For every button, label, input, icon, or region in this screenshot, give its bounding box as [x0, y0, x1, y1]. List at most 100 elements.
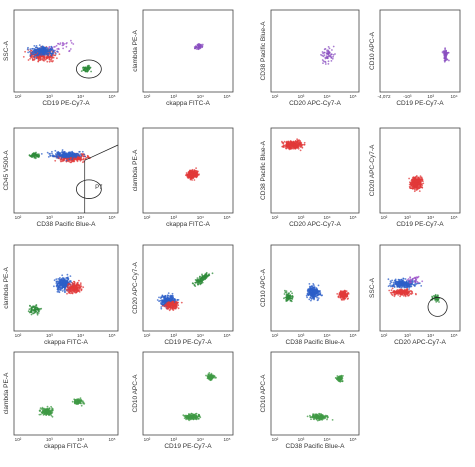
data-point	[325, 53, 328, 55]
data-point	[33, 45, 36, 47]
data-point	[301, 146, 304, 149]
data-point	[287, 295, 290, 298]
data-point	[299, 149, 302, 152]
x-tick-label: -4,072	[377, 94, 390, 99]
data-point	[392, 283, 395, 286]
data-point	[317, 297, 320, 299]
data-point	[322, 52, 324, 55]
y-axis-label: clambda PE-A	[132, 30, 139, 72]
data-point	[72, 284, 75, 287]
data-point	[303, 141, 306, 144]
data-point	[447, 51, 450, 54]
data-point	[59, 277, 61, 279]
data-point	[323, 51, 326, 54]
data-point	[75, 398, 77, 401]
data-point	[35, 54, 38, 56]
data-point	[73, 287, 75, 290]
data-point	[324, 57, 327, 60]
data-point	[169, 303, 172, 306]
data-point	[42, 411, 45, 414]
data-point	[203, 274, 206, 277]
data-point	[72, 290, 75, 292]
data-point	[405, 289, 408, 291]
x-tick-label: 10²	[381, 215, 388, 220]
x-tick-label: 10⁵	[223, 215, 230, 220]
data-point	[297, 143, 300, 145]
data-point	[199, 416, 202, 419]
data-point	[50, 405, 52, 408]
data-point	[419, 175, 422, 178]
data-point	[56, 290, 59, 293]
data-point	[419, 185, 422, 188]
data-point	[347, 292, 350, 294]
data-point	[205, 272, 208, 275]
data-point	[388, 289, 391, 292]
data-point	[420, 285, 423, 287]
data-point	[55, 278, 58, 281]
data-point	[195, 281, 198, 284]
x-tick-label: 10⁵	[108, 215, 115, 220]
data-point	[406, 279, 409, 281]
x-tick-label: 10³	[46, 333, 53, 338]
data-point	[390, 289, 393, 292]
data-point	[57, 281, 60, 284]
x-tick-label: 10²	[144, 215, 151, 220]
data-point	[82, 66, 85, 69]
data-point	[68, 282, 70, 285]
data-point	[296, 138, 298, 141]
data-point	[80, 154, 83, 157]
data-point	[194, 45, 197, 48]
data-point	[396, 282, 399, 285]
data-point	[191, 168, 194, 171]
data-point	[53, 279, 56, 282]
data-point	[45, 48, 48, 51]
y-axis-label: CD45 V500-A	[3, 150, 10, 191]
data-point	[76, 154, 79, 157]
data-point	[50, 54, 53, 57]
data-point	[177, 299, 180, 301]
data-point	[434, 299, 437, 302]
x-tick-label: 10⁵	[450, 215, 457, 220]
data-point	[317, 298, 319, 301]
data-point	[176, 301, 179, 304]
data-point	[30, 56, 32, 59]
data-point	[409, 290, 412, 292]
data-point	[39, 58, 42, 60]
data-point	[75, 288, 77, 290]
data-point	[29, 57, 31, 60]
data-point	[28, 154, 31, 157]
y-axis-label: CD10 APC-A	[369, 31, 376, 70]
data-point	[48, 50, 51, 52]
gate-ellipse	[75, 179, 102, 199]
data-point	[44, 54, 47, 56]
data-point	[87, 156, 90, 159]
x-tick-label: 10⁴	[427, 215, 434, 220]
data-point	[344, 294, 346, 297]
data-point	[188, 170, 191, 173]
data-point	[52, 56, 55, 59]
data-point	[202, 276, 205, 279]
x-axis-label: CD20 APC-Cy7-A	[289, 221, 341, 228]
data-point	[201, 43, 204, 46]
data-point	[316, 291, 319, 294]
data-point	[29, 305, 31, 307]
data-point	[78, 279, 80, 282]
data-point	[71, 282, 74, 285]
x-axis-label: CD19 PE-Cy7-A	[42, 100, 90, 107]
data-point	[66, 156, 69, 159]
data-point	[345, 293, 347, 295]
data-point	[82, 157, 85, 160]
data-point	[285, 143, 288, 146]
data-point	[312, 296, 315, 298]
data-point	[329, 55, 331, 58]
data-point	[88, 68, 91, 71]
data-point	[296, 146, 299, 149]
data-point	[167, 306, 170, 308]
data-point	[42, 58, 44, 61]
data-point	[167, 292, 170, 294]
data-point	[286, 146, 289, 149]
data-point	[332, 54, 335, 56]
data-point	[46, 151, 49, 154]
data-point	[63, 43, 66, 45]
